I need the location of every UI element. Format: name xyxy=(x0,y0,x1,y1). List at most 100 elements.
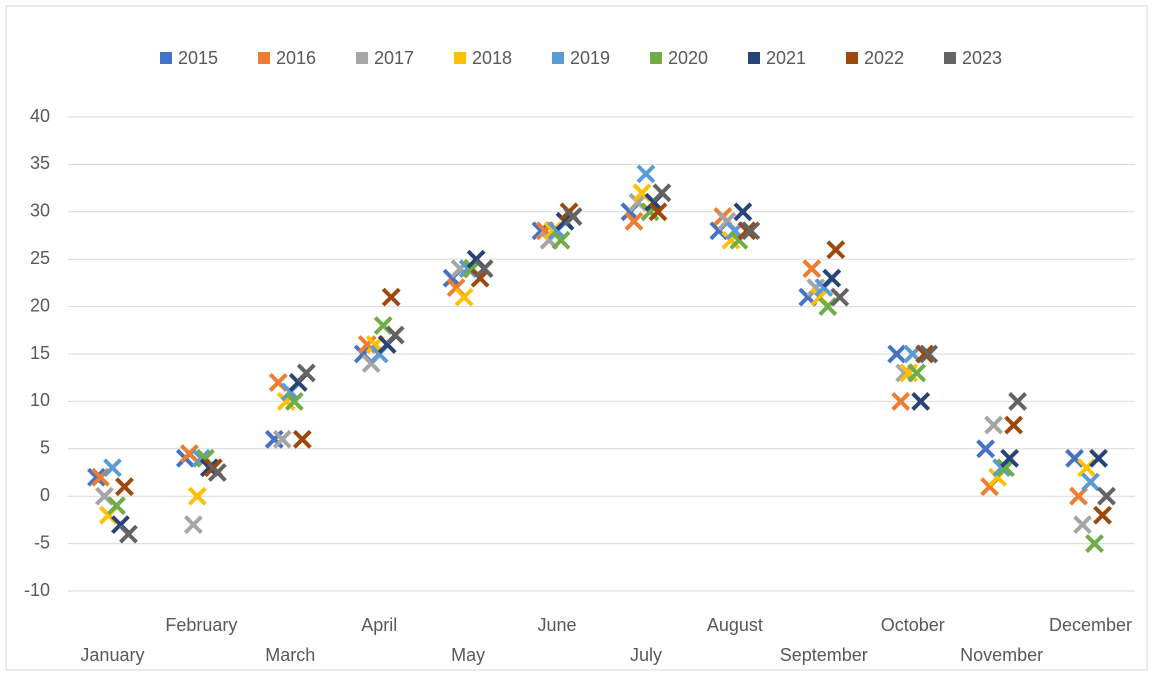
marker xyxy=(119,524,138,544)
marker xyxy=(563,207,583,226)
legend-swatch xyxy=(552,52,564,64)
marker xyxy=(1004,415,1024,435)
marker-stroke xyxy=(915,344,935,364)
marker xyxy=(115,477,134,497)
marker xyxy=(1000,448,1020,468)
marker xyxy=(183,515,203,535)
marker xyxy=(652,183,672,203)
marker xyxy=(830,287,850,307)
marker-stroke xyxy=(887,344,907,364)
marker-stroke xyxy=(717,211,737,231)
marker-stroke xyxy=(1073,515,1092,535)
marker-stroke xyxy=(191,448,211,468)
marker-stroke xyxy=(296,363,316,383)
legend-swatch xyxy=(944,52,956,64)
marker xyxy=(179,444,199,463)
marker-stroke xyxy=(976,439,996,459)
marker xyxy=(207,463,227,482)
marker-stroke xyxy=(636,164,656,184)
marker xyxy=(636,164,656,184)
marker-stroke xyxy=(474,259,494,279)
marker-stroke xyxy=(454,287,474,307)
marker-stroke xyxy=(446,278,466,298)
marker xyxy=(624,211,644,231)
chart-frame xyxy=(5,5,1148,671)
marker xyxy=(919,344,939,364)
marker-stroke xyxy=(822,268,842,288)
marker xyxy=(296,363,316,383)
marker-stroke xyxy=(802,259,822,279)
y-tick-label: 10 xyxy=(30,390,50,410)
x-tick-label: July xyxy=(630,645,662,665)
marker-stroke xyxy=(111,515,130,535)
marker xyxy=(907,363,927,383)
marker-stroke xyxy=(466,249,486,269)
marker xyxy=(292,429,312,449)
marker-stroke xyxy=(179,444,199,463)
marker-stroke xyxy=(272,429,292,449)
marker xyxy=(385,325,405,345)
marker-stroke xyxy=(385,325,405,345)
marker xyxy=(1081,472,1100,492)
marker-stroke xyxy=(207,463,227,482)
marker-stroke xyxy=(551,230,571,250)
y-tick-label: 25 xyxy=(30,248,50,268)
marker-stroke xyxy=(652,183,672,203)
x-tick-label: September xyxy=(780,645,868,665)
marker xyxy=(741,221,761,241)
marker-stroke xyxy=(115,477,134,497)
y-tick-label: -10 xyxy=(24,580,50,600)
x-tick-label: January xyxy=(80,645,144,665)
legend-label: 2017 xyxy=(374,48,414,68)
marker xyxy=(474,259,494,279)
marker-stroke xyxy=(891,391,911,411)
y-tick-label: 30 xyxy=(30,201,50,221)
marker-stroke xyxy=(741,221,761,241)
x-tick-label: October xyxy=(881,615,945,635)
marker-stroke xyxy=(183,515,203,535)
marker-stroke xyxy=(1097,486,1116,506)
marker xyxy=(1085,534,1104,554)
marker-stroke xyxy=(103,458,122,478)
marker xyxy=(822,268,842,288)
marker-stroke xyxy=(195,448,215,468)
marker-stroke xyxy=(919,344,939,364)
marker-stroke xyxy=(624,211,644,231)
marker-stroke xyxy=(648,202,668,222)
x-tick-label: November xyxy=(960,645,1043,665)
marker xyxy=(1093,505,1112,525)
marker-stroke xyxy=(1089,448,1108,468)
marker xyxy=(1097,486,1116,506)
marker xyxy=(284,391,304,411)
marker xyxy=(1008,391,1028,411)
legend-label: 2016 xyxy=(276,48,316,68)
marker xyxy=(551,230,571,250)
legend-label: 2020 xyxy=(668,48,708,68)
marker-stroke xyxy=(1008,391,1028,411)
marker xyxy=(1089,448,1108,468)
marker-stroke xyxy=(984,415,1004,435)
marker-stroke xyxy=(1004,415,1024,435)
marker xyxy=(272,429,292,449)
marker-stroke xyxy=(911,391,931,411)
x-tick-label: March xyxy=(265,645,315,665)
legend-swatch xyxy=(160,52,172,64)
marker xyxy=(103,458,122,478)
marker-stroke xyxy=(95,486,114,506)
marker xyxy=(733,202,753,222)
marker-stroke xyxy=(632,183,652,203)
marker-stroke xyxy=(907,363,927,383)
marker-stroke xyxy=(1000,448,1020,468)
y-tick-label: 5 xyxy=(40,438,50,458)
marker xyxy=(984,415,1004,435)
marker xyxy=(187,486,207,506)
legend-swatch xyxy=(748,52,760,64)
marker xyxy=(87,467,106,487)
marker xyxy=(1073,515,1092,535)
marker xyxy=(648,202,668,222)
marker-stroke xyxy=(292,429,312,449)
x-tick-label: December xyxy=(1049,615,1132,635)
legend-label: 2019 xyxy=(570,48,610,68)
legend-label: 2023 xyxy=(962,48,1002,68)
